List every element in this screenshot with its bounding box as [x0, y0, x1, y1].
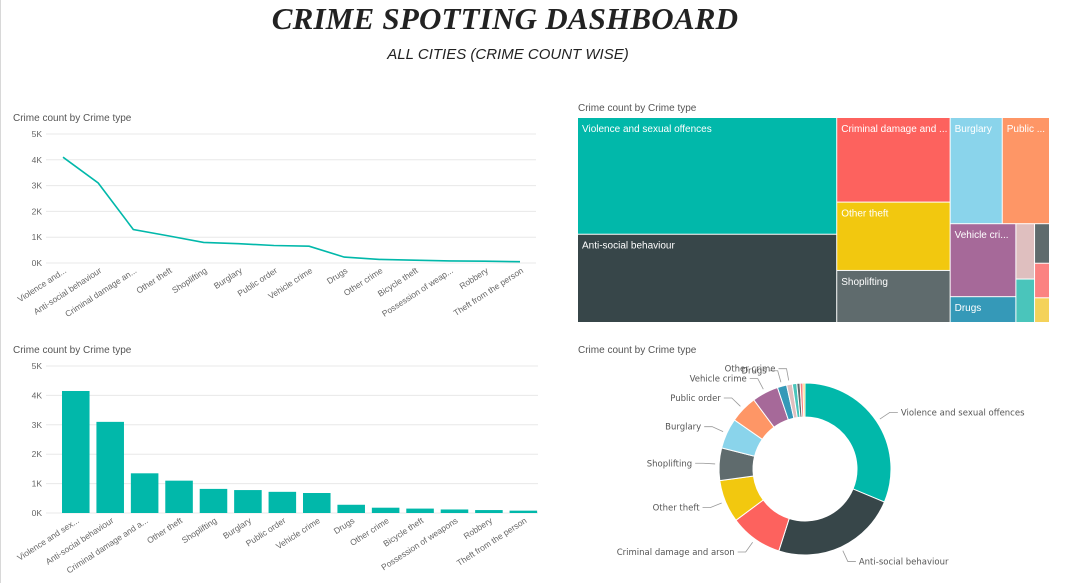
- treemap-tile-label: Public ...: [1007, 124, 1045, 135]
- treemap-tile[interactable]: [837, 118, 950, 202]
- treemap-tile[interactable]: [1035, 263, 1049, 298]
- line-series[interactable]: [62, 156, 521, 263]
- bar[interactable]: [62, 390, 90, 513]
- donut-slice[interactable]: [804, 382, 892, 503]
- treemap-tile[interactable]: [837, 202, 950, 270]
- donut-slice[interactable]: [802, 382, 806, 418]
- donut-slice-label: Public order: [670, 394, 721, 404]
- treemap-tile-label: Shoplifting: [841, 277, 888, 288]
- bar-chart-ytick-label: 3K: [32, 420, 43, 430]
- donut-slice-label: Other crime: [725, 365, 776, 375]
- donut-leader-line: [879, 411, 898, 420]
- bar[interactable]: [475, 510, 503, 513]
- bar-chart-ytick-label: 0K: [32, 508, 43, 518]
- bar[interactable]: [371, 507, 400, 513]
- donut-slice[interactable]: [778, 488, 886, 556]
- donut-leader-line: [723, 397, 741, 407]
- line-chart-ytick-label: 5K: [32, 129, 43, 139]
- page-edge: [0, 0, 1, 583]
- line-chart-ytick-label: 0K: [32, 258, 43, 268]
- treemap-tile[interactable]: [578, 234, 837, 322]
- bar[interactable]: [96, 421, 124, 513]
- donut-leader-line: [695, 462, 716, 465]
- donut-leader-line: [702, 502, 722, 508]
- treemap-title: Crime count by Crime type: [578, 103, 697, 114]
- treemap-tile[interactable]: [950, 297, 1016, 322]
- bar-chart-ytick-label: 5K: [32, 361, 43, 371]
- bar-chart-title: Crime count by Crime type: [13, 345, 132, 356]
- donut-slice-label: Criminal damage and arson: [617, 548, 735, 558]
- line-chart-ytick-label: 2K: [32, 206, 43, 216]
- treemap-tile-label: Anti-social behaviour: [582, 241, 675, 252]
- treemap-tile-label: Drugs: [955, 303, 982, 314]
- bar[interactable]: [165, 480, 193, 513]
- donut-slice-label: Vehicle crime: [690, 375, 747, 385]
- donut-leader-line: [778, 368, 790, 381]
- treemap-tile[interactable]: [950, 118, 1002, 224]
- treemap-tile-label: Other theft: [841, 209, 888, 220]
- line-chart-ytick-label: 1K: [32, 232, 43, 242]
- donut-slice-label: Violence and sexual offences: [901, 408, 1025, 418]
- treemap-tile[interactable]: [1002, 118, 1049, 224]
- bar-chart-ytick-label: 1K: [32, 479, 43, 489]
- bar-chart-ytick-label: 2K: [32, 449, 43, 459]
- donut-leader-line: [704, 426, 724, 433]
- donut-slice-label: Anti-social behaviour: [859, 558, 949, 568]
- treemap-tile-label: Criminal damage and ...: [841, 124, 947, 135]
- line-chart-ytick-label: 3K: [32, 181, 43, 191]
- bar[interactable]: [268, 491, 297, 513]
- bar[interactable]: [130, 473, 159, 513]
- donut-slice-label: Other theft: [653, 503, 701, 513]
- donut-leader-line: [737, 541, 753, 553]
- treemap-tile-label: Violence and sexual offences: [582, 124, 712, 135]
- bar[interactable]: [199, 488, 228, 513]
- treemap-tile-label: Burglary: [955, 124, 992, 135]
- treemap-tile[interactable]: [837, 270, 950, 322]
- bar[interactable]: [303, 493, 331, 513]
- bar[interactable]: [440, 509, 469, 513]
- donut-slice-label: Shoplifting: [647, 459, 692, 469]
- bar-chart-ytick-label: 4K: [32, 390, 43, 400]
- donut-slice-label: Drugs: [741, 367, 767, 377]
- dashboard-subtitle: ALL CITIES (CRIME COUNT WISE): [387, 46, 629, 63]
- treemap-tile[interactable]: [950, 224, 1016, 297]
- treemap-tile[interactable]: [1016, 224, 1035, 279]
- donut-leader-line: [749, 378, 764, 390]
- bar[interactable]: [234, 490, 262, 513]
- donut-leader-line: [769, 370, 782, 383]
- treemap-tile-label: Vehicle cri...: [955, 230, 1009, 241]
- line-chart-title: Crime count by Crime type: [13, 113, 132, 124]
- treemap-tile[interactable]: [1035, 224, 1049, 263]
- treemap-tile[interactable]: [1035, 298, 1049, 322]
- bar[interactable]: [509, 510, 538, 513]
- bar[interactable]: [337, 504, 365, 513]
- dashboard-title: CRIME SPOTTING DASHBOARD: [271, 1, 739, 36]
- treemap-tile[interactable]: [578, 118, 837, 234]
- bar[interactable]: [406, 508, 434, 513]
- treemap-tile[interactable]: [1016, 279, 1035, 322]
- line-chart-ytick-label: 4K: [32, 155, 43, 165]
- donut-slice-label: Burglary: [665, 423, 701, 433]
- donut-chart-title: Crime count by Crime type: [578, 345, 697, 356]
- donut-leader-line: [842, 550, 856, 562]
